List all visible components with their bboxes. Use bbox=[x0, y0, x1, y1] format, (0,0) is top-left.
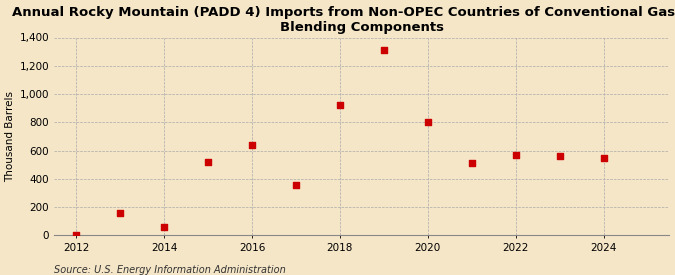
Point bbox=[115, 210, 126, 215]
Y-axis label: Thousand Barrels: Thousand Barrels bbox=[5, 91, 16, 182]
Point bbox=[159, 225, 169, 229]
Point bbox=[379, 48, 389, 53]
Point bbox=[510, 153, 521, 158]
Point bbox=[466, 161, 477, 166]
Text: Source: U.S. Energy Information Administration: Source: U.S. Energy Information Administ… bbox=[54, 265, 286, 275]
Point bbox=[598, 156, 609, 161]
Point bbox=[290, 183, 301, 187]
Point bbox=[71, 233, 82, 238]
Point bbox=[554, 154, 565, 158]
Point bbox=[334, 103, 345, 108]
Point bbox=[423, 119, 433, 124]
Point bbox=[202, 160, 213, 164]
Point bbox=[246, 143, 257, 147]
Title: Annual Rocky Mountain (PADD 4) Imports from Non-OPEC Countries of Conventional G: Annual Rocky Mountain (PADD 4) Imports f… bbox=[12, 6, 675, 34]
